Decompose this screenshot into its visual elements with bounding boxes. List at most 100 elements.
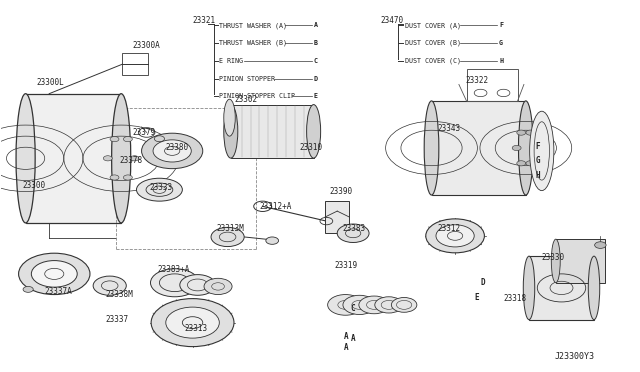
Text: 23390: 23390 [330,187,353,196]
Text: DUST COVER (A): DUST COVER (A) [404,22,461,29]
Ellipse shape [530,111,554,190]
Text: 23321: 23321 [193,16,216,25]
Text: B: B [314,40,317,46]
Text: 23343: 23343 [438,124,461,133]
Ellipse shape [518,101,533,195]
Text: THRUST WASHER (A): THRUST WASHER (A) [220,22,287,29]
Circle shape [436,225,474,247]
Text: A: A [344,332,349,341]
Text: THRUST WASHER (B): THRUST WASHER (B) [220,40,287,46]
Text: 23302: 23302 [234,95,257,104]
Bar [325,201,349,233]
Text: 23318: 23318 [504,294,527,303]
Ellipse shape [224,105,238,158]
Circle shape [211,227,244,247]
Text: H: H [499,58,503,64]
Text: D: D [481,278,485,287]
Circle shape [204,278,232,295]
Circle shape [343,295,376,314]
Circle shape [153,140,191,162]
Bar [467,68,518,101]
Bar [556,239,605,283]
Circle shape [375,297,403,313]
Text: 23313M: 23313M [217,224,244,233]
Ellipse shape [588,256,600,320]
Circle shape [180,275,216,295]
Circle shape [110,175,119,180]
Text: 23313: 23313 [185,324,208,333]
Text: 23379: 23379 [132,128,155,137]
Text: 23330: 23330 [541,253,565,263]
Circle shape [531,145,540,151]
Text: PINION STOPPER: PINION STOPPER [220,76,275,81]
Circle shape [150,269,199,297]
Text: 23333: 23333 [150,183,173,192]
Circle shape [151,299,234,347]
Text: C: C [314,58,317,64]
Bar [122,53,148,75]
Circle shape [266,237,278,244]
Text: E RING: E RING [220,58,243,64]
Text: PINION STOPPER CLIP: PINION STOPPER CLIP [220,93,295,99]
Text: 23310: 23310 [300,143,323,152]
Circle shape [359,296,390,314]
Text: E: E [474,293,479,302]
Ellipse shape [551,239,560,283]
Text: A: A [314,22,317,28]
Text: 23300: 23300 [22,182,45,190]
Ellipse shape [307,105,321,158]
Text: DUST COVER (B): DUST COVER (B) [404,40,461,46]
Ellipse shape [524,256,535,320]
Text: 23383+A: 23383+A [157,264,190,273]
Circle shape [124,175,132,180]
Text: D: D [314,76,317,81]
Circle shape [516,161,525,166]
Circle shape [328,295,364,315]
Text: 23300A: 23300A [132,41,160,50]
Circle shape [426,219,484,253]
Circle shape [31,260,77,287]
Ellipse shape [16,94,35,223]
Circle shape [526,130,535,135]
Bar [529,256,594,320]
Circle shape [392,298,417,312]
Text: A: A [351,334,355,343]
Ellipse shape [136,178,182,201]
Circle shape [516,130,525,135]
Circle shape [595,242,606,248]
Circle shape [19,253,90,295]
Text: A: A [344,343,349,352]
Text: 23337: 23337 [105,315,129,324]
Circle shape [103,156,112,161]
Text: 23322: 23322 [465,76,488,85]
Text: 23312: 23312 [438,224,461,233]
Circle shape [130,156,139,161]
Text: E: E [314,93,317,99]
Text: 23338M: 23338M [105,291,133,299]
Circle shape [124,137,132,142]
Text: 23383: 23383 [342,224,365,233]
Circle shape [23,286,33,292]
Bar [431,101,526,195]
Text: 23470: 23470 [381,16,404,25]
Bar [26,94,121,223]
Circle shape [337,224,369,243]
Circle shape [526,161,535,166]
Circle shape [110,137,119,142]
Text: F: F [536,142,540,151]
Ellipse shape [424,101,439,195]
Text: DUST COVER (C): DUST COVER (C) [404,58,461,64]
Text: F: F [499,22,503,28]
Ellipse shape [111,94,131,223]
Circle shape [93,276,126,295]
Text: J23300Y3: J23300Y3 [554,352,595,361]
Text: G: G [499,40,503,46]
Text: 23378: 23378 [119,155,142,165]
Text: 23300L: 23300L [36,78,64,87]
Text: 23319: 23319 [335,261,358,270]
Text: H: H [536,171,540,180]
Circle shape [166,307,220,338]
Text: C: C [351,304,355,313]
Text: 23312+A: 23312+A [259,202,292,211]
Ellipse shape [224,99,236,136]
